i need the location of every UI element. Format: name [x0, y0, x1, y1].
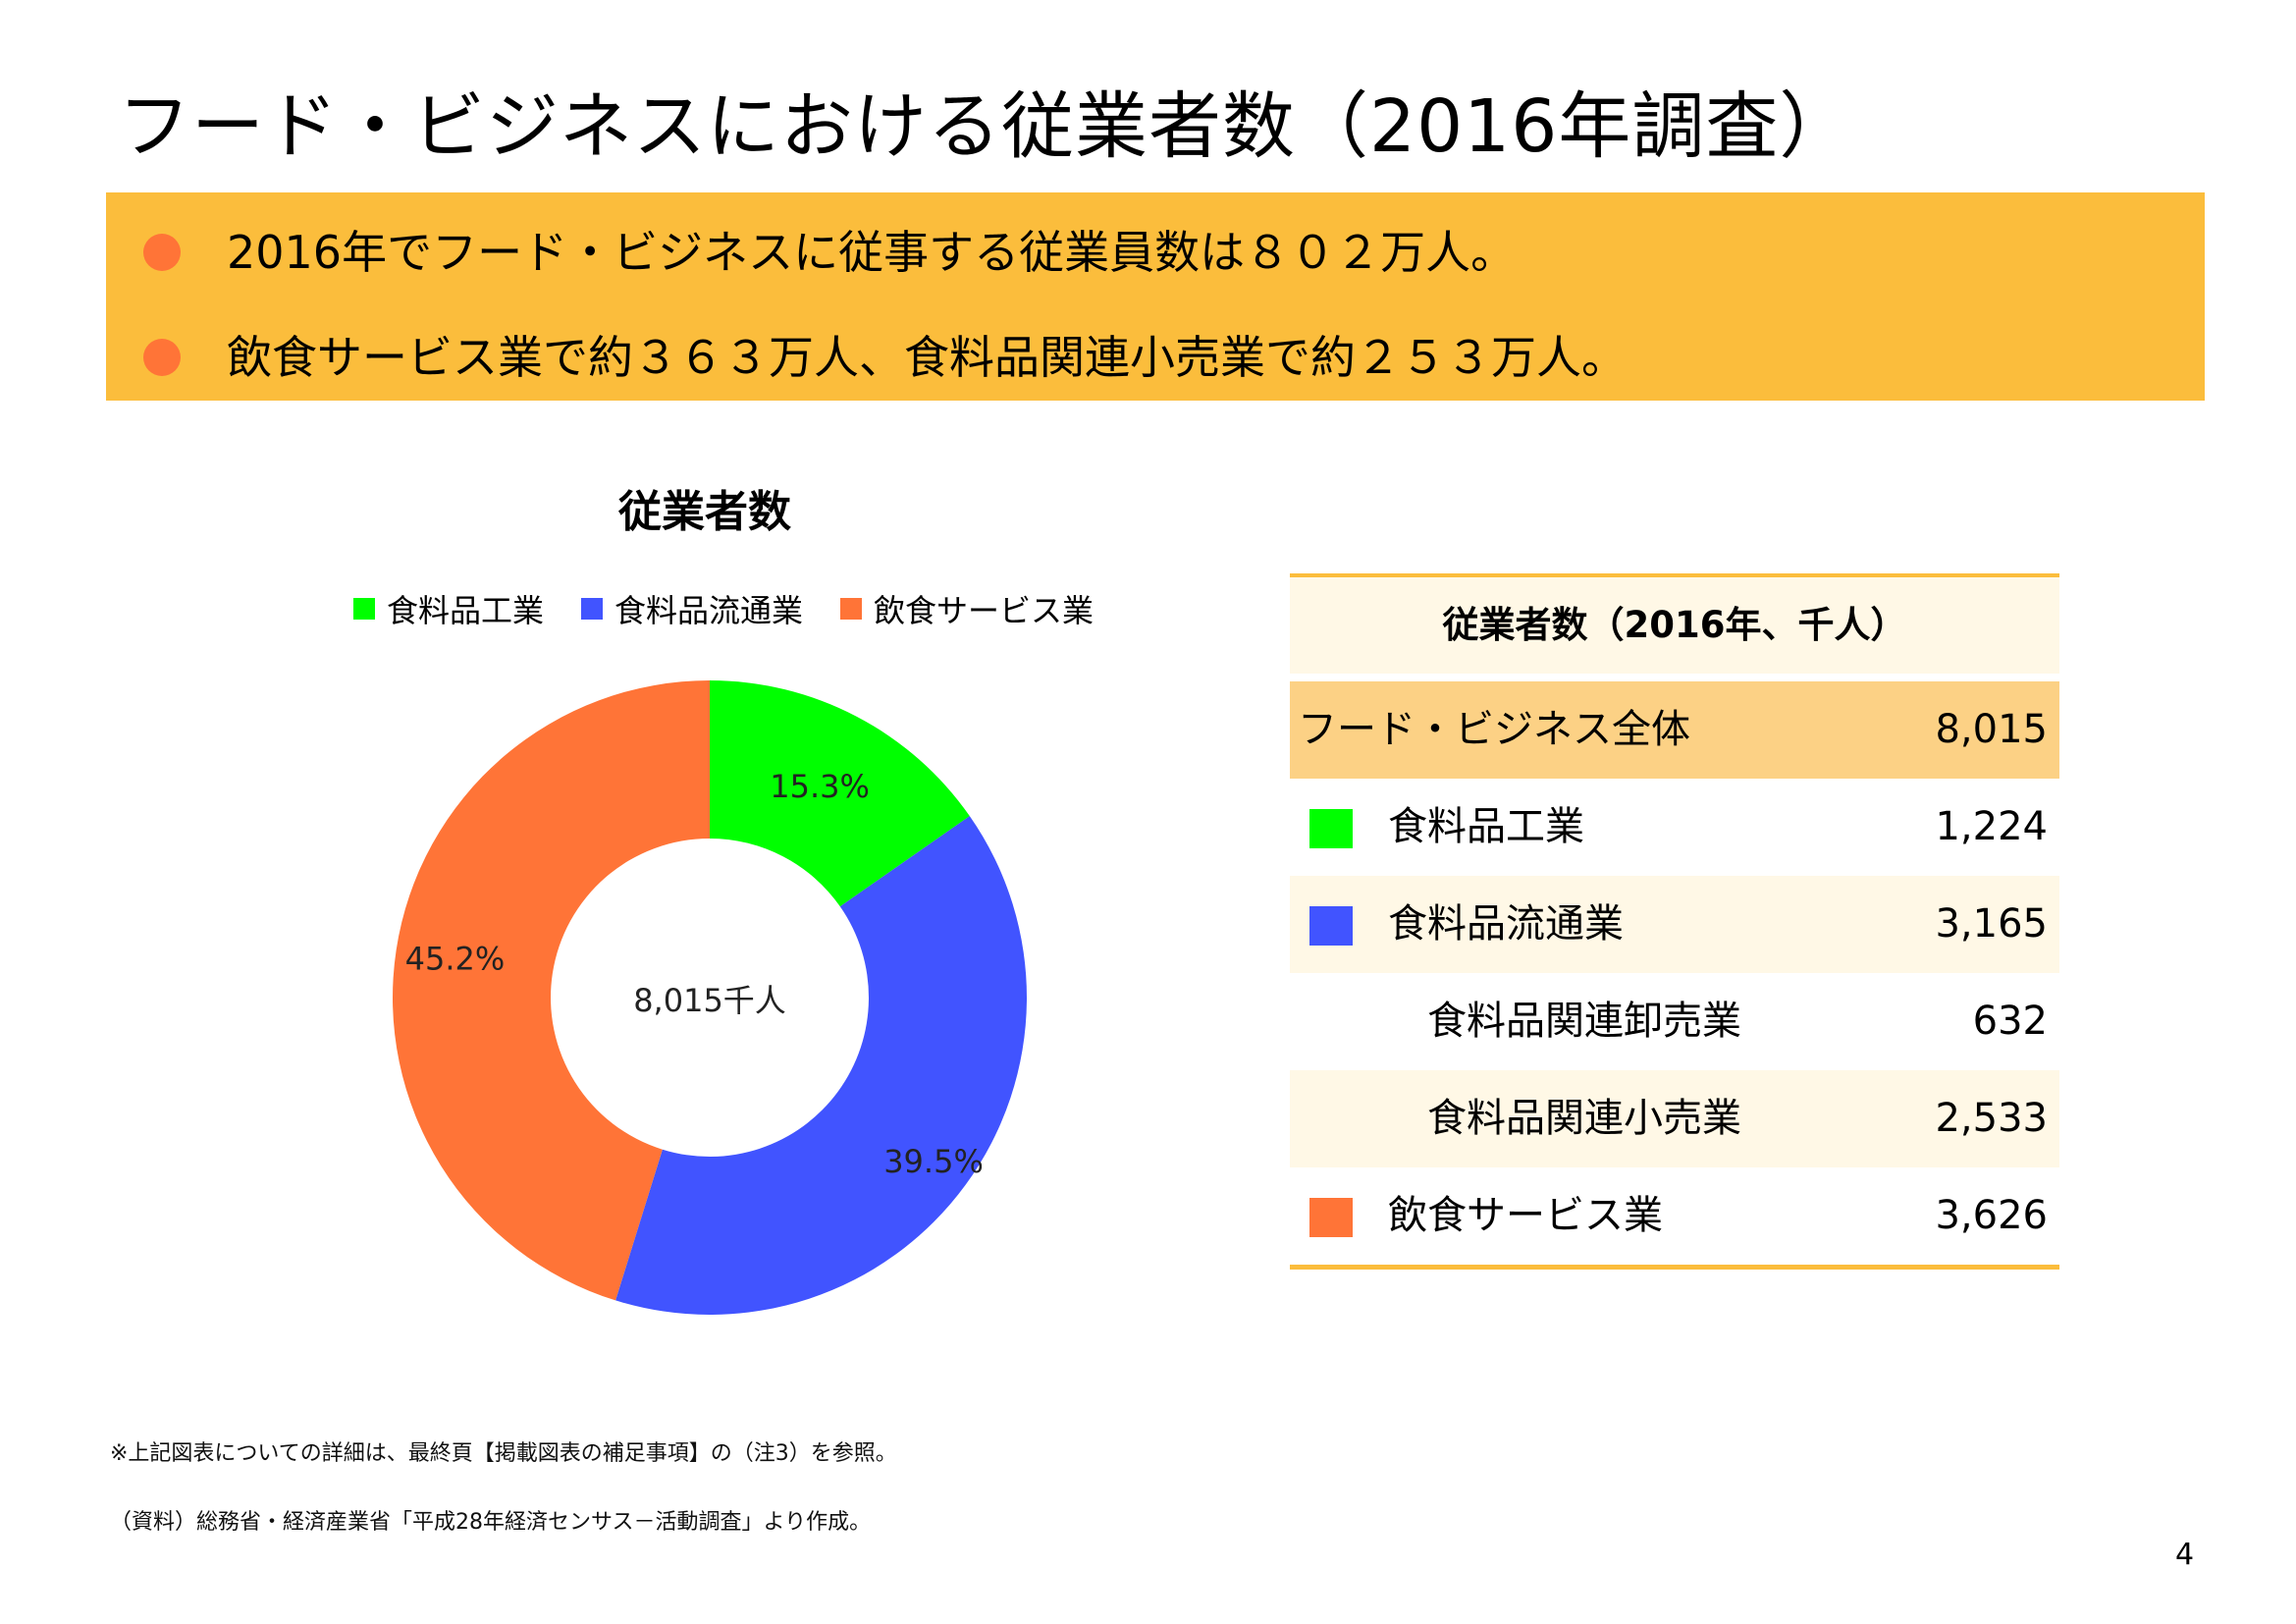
- legend-item: 食料品流通業: [581, 586, 803, 631]
- table-row: フード・ビジネス全体 8,015: [1290, 681, 2059, 779]
- footnote: ※上記図表についての詳細は、最終頁【掲載図表の補足事項】の（注3）を参照。: [110, 1441, 897, 1466]
- table-row-label: 食料品関連卸売業: [1427, 999, 1741, 1044]
- summary-banner: 2016年でフード・ビジネスに従事する従業員数は８０２万人。 飲食サービス業で約…: [106, 192, 2205, 401]
- summary-bullet-text: 飲食サービス業で約３６３万人、食料品関連小売業で約２５３万人。: [227, 331, 1627, 384]
- table-row: 食料品関連卸売業 632: [1290, 973, 2059, 1070]
- table-top-rule: [1290, 573, 2059, 577]
- bullet-dot-icon: [143, 234, 181, 271]
- legend-label: 食料品流通業: [614, 592, 804, 629]
- donut-chart: 15.3% 39.5% 45.2% 8,015千人: [393, 680, 1027, 1315]
- legend-swatch: [581, 598, 604, 620]
- legend-swatch: [840, 598, 863, 620]
- table-row-value: 3,165: [1935, 901, 2048, 947]
- table-row-value: 1,224: [1935, 804, 2048, 849]
- summary-bullet: 2016年でフード・ビジネスに従事する従業員数は８０２万人。: [106, 208, 2205, 297]
- table-row-label: 飲食サービス業: [1388, 1193, 1663, 1238]
- table-row: 食料品工業 1,224: [1290, 779, 2059, 876]
- table-row-swatch: [1309, 809, 1353, 848]
- summary-bullet: 飲食サービス業で約３６３万人、食料品関連小売業で約２５３万人。: [106, 313, 2205, 402]
- legend-item: 食料品工業: [353, 586, 544, 631]
- pie-slice-label: 39.5%: [883, 1143, 984, 1180]
- table-row-value: 632: [1972, 999, 2048, 1044]
- legend-item: 飲食サービス業: [840, 586, 1094, 631]
- table-row-label: フード・ビジネス全体: [1298, 707, 1690, 752]
- table-row-label: 食料品流通業: [1388, 901, 1624, 947]
- table-row-swatch: [1309, 1198, 1353, 1237]
- bullet-dot-icon: [143, 339, 181, 376]
- legend-label: 飲食サービス業: [874, 592, 1095, 629]
- table-row-label: 食料品工業: [1388, 804, 1584, 849]
- table-row-label: 食料品関連小売業: [1427, 1096, 1741, 1141]
- pie-slice: [393, 680, 710, 1301]
- employee-table: 従業者数（2016年、千人） フード・ビジネス全体 8,015 食料品工業 1,224…: [1290, 573, 2059, 1270]
- pie-slice-label: 15.3%: [770, 768, 870, 805]
- pie-slice: [710, 680, 970, 907]
- table-bottom-rule: [1290, 1265, 2059, 1270]
- table-row-swatch: [1309, 906, 1353, 946]
- table-row: 食料品関連小売業 2,533: [1290, 1070, 2059, 1167]
- donut-center-label: 8,015千人: [633, 982, 786, 1019]
- table-row-value: 2,533: [1935, 1096, 2048, 1141]
- source-note: （資料）総務省・経済産業省「平成28年経済センサス－活動調査」より作成。: [110, 1510, 872, 1535]
- chart-title: 従業者数: [618, 487, 791, 537]
- pie-slice-label: 45.2%: [405, 941, 506, 978]
- table-row-value: 3,626: [1935, 1193, 2048, 1238]
- summary-bullet-text: 2016年でフード・ビジネスに従事する従業員数は８０２万人。: [227, 226, 1517, 279]
- legend-swatch: [353, 598, 375, 620]
- table-header: 従業者数（2016年、千人）: [1290, 577, 2059, 674]
- legend-label: 食料品工業: [387, 592, 545, 629]
- pie-slice: [615, 816, 1027, 1315]
- chart-legend: 食料品工業 食料品流通業 飲食サービス業: [353, 587, 1131, 630]
- page-number: 4: [2175, 1538, 2195, 1572]
- table-row: 飲食サービス業 3,626: [1290, 1167, 2059, 1265]
- page-title: フード・ビジネスにおける従業者数（2016年調査）: [118, 84, 1853, 169]
- table-row-value: 8,015: [1935, 707, 2048, 752]
- table-row: 食料品流通業 3,165: [1290, 876, 2059, 973]
